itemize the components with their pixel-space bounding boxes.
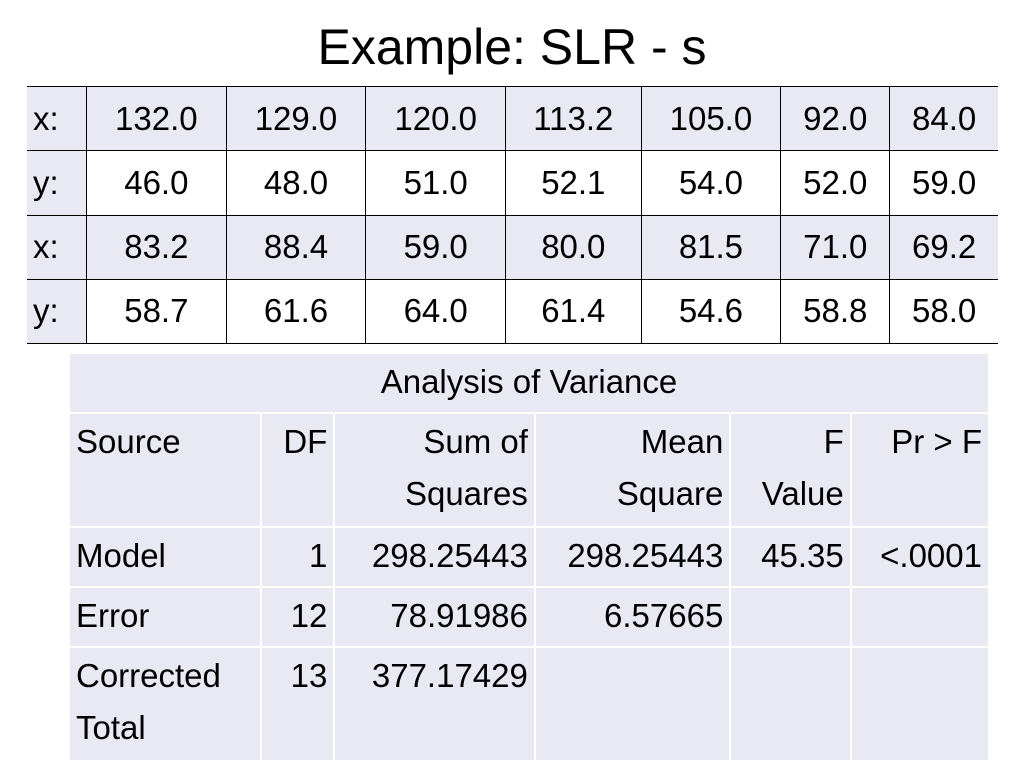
cell-line: Mean [640,423,724,461]
data-cell: 61.6 [225,278,366,345]
cell-line: Model [76,536,166,574]
row-label: x: [27,85,87,152]
anova-cell: 13 [260,646,336,762]
cell-line: Square [616,475,724,513]
cell-line: 13 [290,657,328,695]
data-cell: 64.0 [365,278,506,345]
cell-line: 1 [308,536,328,574]
anova-cell: 298.25443 [333,525,536,589]
cell-line: 78.91986 [390,597,528,634]
anova-row: Model 1 298.25443 298.25443 45.35 <.0001 [67,525,991,589]
data-row: y: 58.7 61.6 64.0 61.4 54.6 58.8 58.0 [27,278,998,345]
data-cell: 80.0 [505,214,642,280]
anova-row: Corrected Total 13 377.17429 [67,646,991,762]
data-cell: 61.4 [505,278,642,345]
anova-cell: 45.35 [729,525,852,589]
data-cell: 83.2 [86,214,227,280]
data-cell: 129.0 [225,85,366,152]
anova-cell: Corrected Total [67,646,263,762]
anova-cell [849,646,991,762]
anova-cell: 298.25443 [533,525,732,589]
data-cell: 92.0 [780,85,890,152]
cell-line: Sum of [423,423,528,461]
cell-line: DF [283,423,328,461]
row-label: y: [27,278,87,345]
data-cell: 59.0 [889,150,998,216]
data-cell: 113.2 [505,85,642,152]
data-cell: 58.0 [889,278,998,345]
anova-cell: 12 [260,585,336,649]
data-row: y: 46.0 48.0 51.0 52.1 54.0 52.0 59.0 [27,150,998,216]
data-cell: 48.0 [225,150,366,216]
anova-cell: 1 [260,525,336,589]
data-cell: 132.0 [86,85,227,152]
anova-cell [729,646,852,762]
cell-line: Error [76,597,150,634]
anova-cell: Error [67,585,263,649]
data-cell: 71.0 [780,214,890,280]
row-label: y: [27,150,87,216]
data-cell: 58.8 [780,278,890,345]
cell-line: 298.25443 [371,536,528,574]
cell-line: Squares [404,475,528,513]
data-cell: 52.0 [780,150,890,216]
anova-cell: Model [67,525,263,589]
cell-line: 12 [290,597,328,634]
cell-line: 6.57665 [604,597,724,634]
anova-row: Error 12 78.91986 6.57665 [67,585,991,649]
anova-cell [849,585,991,649]
data-cell: 54.0 [640,150,781,216]
cell-line: F [823,423,844,461]
anova-cell: F Value [729,412,852,528]
data-row: x: 83.2 88.4 59.0 80.0 81.5 71.0 69.2 [27,214,998,280]
cell-line: Value [761,475,844,513]
data-cell: 88.4 [225,214,366,280]
data-cell: 69.2 [889,214,998,280]
data-cell: 84.0 [889,85,998,152]
data-cell: 52.1 [505,150,642,216]
anova-cell: Pr > F [849,412,991,528]
anova-title-row: Analysis of Variance [68,351,990,415]
anova-cell [729,585,852,649]
cell-line: <.0001 [880,536,982,574]
data-cell: 120.0 [365,85,506,152]
cell-line: Pr > F [891,423,982,461]
slide-title: Example: SLR - s [317,19,707,75]
anova-cell: Mean Square [533,412,732,528]
data-cell: 51.0 [365,150,506,216]
anova-cell: 78.91986 [333,585,536,649]
anova-cell: Sum of Squares [333,412,536,528]
data-cell: 81.5 [640,214,781,280]
data-row: x: 132.0 129.0 120.0 113.2 105.0 92.0 84.0 [27,85,998,152]
data-cell: 105.0 [640,85,781,152]
data-cell: 46.0 [86,150,227,216]
cell-line: 298.25443 [567,536,724,574]
cell-line: Corrected [76,657,221,695]
anova-cell: <.0001 [849,525,991,589]
cell-line: Source [76,423,181,461]
anova-cell [533,646,732,762]
anova-cell: 377.17429 [333,646,536,762]
anova-cell: 6.57665 [533,585,732,649]
data-cell: 58.7 [86,278,227,345]
cell-line: 377.17429 [371,657,528,695]
anova-cell: DF [260,412,336,528]
anova-title: Analysis of Variance [68,351,990,415]
cell-line: 45.35 [761,536,844,574]
data-cell: 54.6 [640,278,781,345]
anova-cell: Source [67,412,263,528]
anova-header-row: Source DF Sum of Squares Mean Square F Value Pr … [67,412,991,528]
row-label: x: [27,214,87,280]
data-table: x: 132.0 129.0 120.0 113.2 105.0 92.0 84.0 y: 46.… [27,85,998,345]
anova-table: Analysis of Variance Source DF Sum of Square… [67,351,991,762]
cell-line: Total [76,709,146,747]
data-cell: 59.0 [365,214,506,280]
